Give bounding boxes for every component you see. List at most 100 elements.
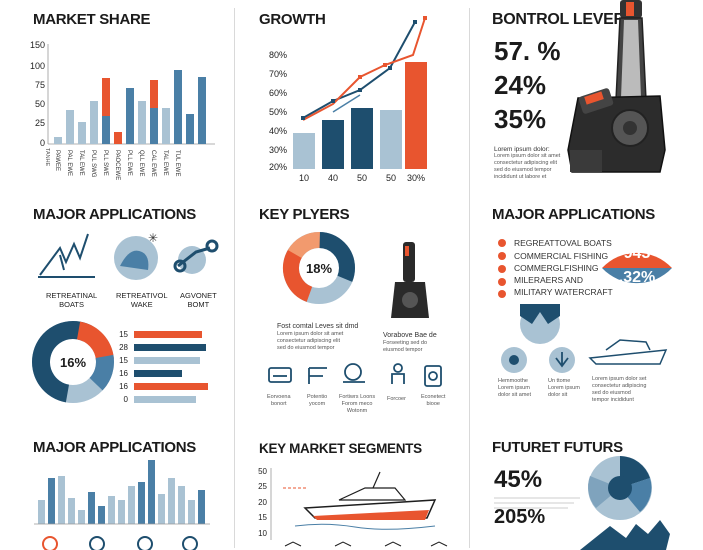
svg-text:16: 16 [119,369,128,378]
gear-icon [501,347,527,373]
svg-text:50: 50 [357,173,367,183]
svg-text:50: 50 [258,467,267,476]
key-market-segments-panel: KEY MARKET SEGMENTS 50 25 20 15 10 [235,430,469,550]
growth-line [332,94,361,113]
boat-icon [38,233,95,278]
svg-text:25: 25 [258,482,267,491]
major-applications-panel-2: MAJOR APPLICATIONS REGREATTOVAL BOATS CO… [470,200,703,425]
svg-text:10: 10 [299,173,309,183]
bar [138,101,146,144]
horizontal-bars: 15 28 15 16 16 0 [119,330,208,404]
stat-value: 205% [494,506,546,528]
svg-text:TAL EWE: TAL EWE [78,150,84,176]
svg-text:CAL EWE: CAL EWE [150,150,156,177]
y-tick: 0 [40,138,45,148]
bar [102,116,110,144]
key-players-title: KEY PLYERS [259,206,350,223]
control-lever-panel: BONTROL LEVER 57. % 24% 35% Lorem ipsum … [470,0,703,195]
bar [134,344,206,351]
bars [293,62,427,169]
future-trends-panel: FUTURET FUTURS 45% 205% [470,430,703,550]
app-label: AGVONET BOMT [180,291,217,309]
major-applications-panel: MAJOR APPLICATIONS ✳ RETREATINAL BOATS R… [0,200,234,425]
svg-text:16%: 16% [60,355,86,370]
segments-chart: 50 25 20 15 10 [258,467,448,547]
svg-text:20: 20 [258,498,267,507]
column-divider [469,8,470,548]
growth-panel: GROWTH 80% 70% 60% 50% 40% 30% 20% 10 [235,0,469,195]
major-applications-title: MAJOR APPLICATIONS [33,206,196,223]
boat-icon [588,339,668,365]
svg-text:18%: 18% [306,261,332,276]
y-tick: 100 [30,61,45,71]
bar [293,133,315,169]
person-icon [391,363,405,384]
bar [186,114,194,144]
y-tick: 70% [269,69,287,79]
bar [162,108,170,144]
y-tick: 25 [35,118,45,128]
future-trends-title: FUTURET FUTURS [492,439,623,456]
icon-row [284,541,448,547]
key-players-panel: KEY PLYERS 18% Fost comtal Leves sit dmd… [235,200,469,425]
bar [150,108,158,144]
bar [126,88,134,144]
app-icon [182,536,198,550]
x-tick-labels: PAWEE PAL EWE TAL EWE PUL SWG PLL SWE PA… [54,150,180,180]
stat-value: 45% [494,466,543,493]
market-share-title: MARKET SHARE [33,11,151,28]
bar [351,108,373,169]
bar [66,110,74,144]
text-lines [494,497,580,509]
bar [380,110,402,169]
bars [54,70,206,144]
major-applications-title: MAJOR APPLICATIONS [33,439,196,456]
control-lever-title: BONTROL LEVER [492,11,625,28]
caption-title: Lorem ipsum dolor: [494,146,550,153]
bar [54,137,62,144]
growth-line [302,21,416,119]
bar [90,101,98,144]
y-tick: 150 [30,40,45,50]
bar [114,132,122,144]
svg-text:10: 10 [258,529,267,538]
column-divider [234,8,235,548]
major-applications-title: MAJOR APPLICATIONS [492,206,655,223]
future-illustration [494,456,670,550]
svg-text:TUL EWE: TUL EWE [174,150,180,176]
y-tick: 50 [35,99,45,109]
y-tick: 30% [269,145,287,155]
app-icon [137,536,153,550]
svg-text:943: 943 [624,245,651,262]
applications-bar-chart [34,460,210,550]
share-donut: 16% [32,321,114,403]
bar [78,122,86,144]
bar [134,331,202,338]
bar [134,396,196,403]
fishing-icon [343,363,365,383]
stat-value: 57. % [494,36,561,66]
svg-text:16: 16 [119,382,128,391]
future-donut [588,456,652,520]
list-icons [498,239,506,298]
svg-text:PLL EWE: PLL EWE [126,150,132,176]
points [301,20,417,120]
bar [198,77,206,144]
y-tick: 60% [269,88,287,98]
wake-icon: ✳ [114,231,158,280]
svg-text:40: 40 [328,173,338,183]
market-share-chart: 150 100 75 50 25 0 [30,40,215,148]
device-icon [424,365,442,387]
svg-text:PLL SWE: PLL SWE [102,150,108,176]
stat-disc: 943 ,32% [602,245,672,286]
growth-chart: 80% 70% 60% 50% 40% 30% 20% 10 40 50 [269,16,427,183]
application-icons-2 [501,304,668,373]
icon-row [42,536,198,550]
svg-text:28: 28 [119,343,128,352]
svg-text:PUL SWG: PUL SWG [90,150,96,178]
growth-line [302,17,426,121]
stat-value: 24% [494,70,547,100]
y-tick: 50% [269,107,287,117]
svg-text:15: 15 [258,513,267,522]
anchor-icon [549,347,575,373]
